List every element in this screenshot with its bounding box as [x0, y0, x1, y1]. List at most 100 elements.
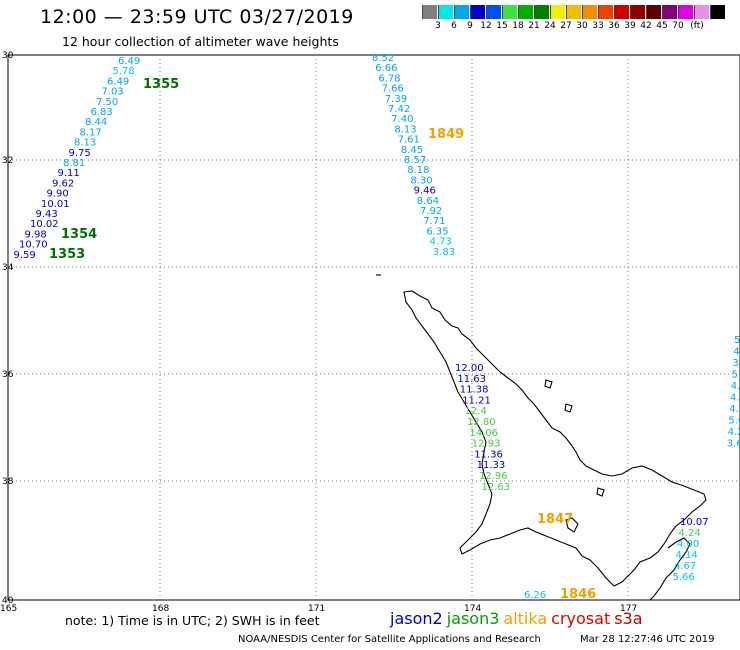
pass-labels: 1355 1354 — [61, 77, 179, 242]
wave-height-value: 9.11 — [58, 168, 80, 179]
wave-height-value: 14.06 — [469, 428, 498, 439]
wave-height-value: 8.64 — [417, 196, 439, 207]
legend-label: 6 — [451, 21, 457, 31]
legend-label: 42 — [640, 21, 652, 31]
legend-swatch — [550, 5, 565, 19]
satellite-jason3: jason3 — [446, 609, 500, 628]
lat-tick-label: 30 — [2, 51, 14, 61]
legend-swatch — [534, 5, 549, 19]
wave-height-value: 7.50 — [96, 97, 118, 108]
legend-swatch — [582, 5, 597, 19]
wave-height-value: 4.73 — [430, 237, 452, 248]
wave-height-value: 6.35 — [426, 226, 448, 237]
wave-height-value: 3.83 — [433, 247, 455, 258]
wave-height-value: 12.93 — [472, 439, 501, 450]
wave-height-value: 9.75 — [69, 148, 91, 159]
legend-swatch — [502, 5, 517, 19]
legend-swatch — [486, 5, 501, 19]
legend-swatch — [422, 5, 437, 19]
wave-height-value: 4.2 — [731, 381, 740, 392]
wave-height-value: 8.81 — [63, 158, 85, 169]
wave-height-value: 7.66 — [382, 84, 404, 95]
credit-text: NOAA/NESDIS Center for Satellite Applica… — [238, 634, 541, 645]
legend-swatch — [630, 5, 645, 19]
legend-label: 30 — [576, 21, 588, 31]
wave-height-value: 4.24 — [679, 528, 701, 539]
lon-tick-label: 171 — [308, 604, 325, 614]
wave-height-value: 12.00 — [455, 363, 484, 374]
legend-swatch — [454, 5, 469, 19]
new-zealand-coastline — [376, 274, 707, 601]
wave-height-value: 4.14 — [676, 550, 698, 561]
generated-time: Mar 28 12:27:46 UTC 2019 — [580, 634, 715, 645]
wave-height-value: 6.83 — [91, 107, 113, 118]
wave-height-value: 8.30 — [410, 175, 432, 186]
wave-height-value: 3. — [732, 358, 740, 369]
wave-height-value: 4.00 — [677, 539, 699, 550]
wave-height-value: 4.67 — [674, 561, 696, 572]
wave-height-value: 4 — [733, 347, 739, 358]
legend-swatch — [646, 5, 661, 19]
wave-height-value: 8.13 — [74, 138, 96, 149]
note-text: note: 1) Time is in UTC; 2) SWH is in fe… — [65, 613, 320, 628]
pass-number-label: 1846 — [560, 587, 596, 602]
wave-height-value: 5.68 — [728, 416, 740, 427]
legend-swatch — [598, 5, 613, 19]
wave-height-value: 11.63 — [457, 374, 486, 385]
wave-height-value: 7.61 — [398, 135, 420, 146]
pass-number-label: 1849 — [428, 127, 464, 142]
lat-tick-label: 34 — [2, 263, 14, 273]
map-frame — [7, 54, 740, 601]
wave-height-value: 8.45 — [401, 145, 423, 156]
legend-label: 70 — [672, 21, 684, 31]
wave-height-value: 7.71 — [423, 216, 445, 227]
wave-height-value: 6.49 — [107, 76, 129, 87]
wave-height-value: 8.18 — [407, 165, 429, 176]
wave-height-value: 5.2 — [732, 370, 740, 381]
wave-height-value: 9.90 — [47, 189, 69, 200]
lat-tick-label: 32 — [2, 156, 13, 166]
lon-tick-label: 168 — [152, 604, 169, 614]
satellite-legend: jason2 jason3 altika cryosat s3a — [390, 609, 647, 628]
pass-number-label: 1353 — [49, 247, 85, 262]
wave-height-value: 6.66 — [375, 63, 397, 74]
wave-height-value: 12.80 — [467, 417, 496, 428]
legend-unit: (ft) — [690, 21, 704, 31]
legend-label: 15 — [496, 21, 508, 31]
wave-height-value: 10.07 — [680, 517, 709, 528]
satellite-s3a: s3a — [614, 609, 643, 628]
wave-height-value: 12.63 — [481, 482, 510, 493]
wave-height-value: 6.78 — [378, 73, 400, 84]
legend-label: 18 — [512, 21, 524, 31]
lat-tick-label: 38 — [2, 477, 14, 487]
lat-tick-label: 36 — [2, 370, 14, 380]
wave-height-value: 11.33 — [477, 460, 506, 471]
wave-height-value: 11.36 — [474, 449, 503, 460]
wave-height-value: 7.40 — [391, 114, 413, 125]
wave-height-value: 8.57 — [404, 155, 426, 166]
lat-tick-label: 40 — [2, 596, 14, 606]
legend-label: 33 — [592, 21, 604, 31]
legend-label: 3 — [435, 21, 441, 31]
wave-height-value: 7.03 — [102, 87, 124, 98]
lon-tick-label: 165 — [0, 604, 17, 614]
wave-height-value: 7.92 — [420, 206, 442, 217]
wave-height-value: 9.46 — [414, 186, 436, 197]
pass-number-label: 1354 — [61, 227, 97, 242]
wave-height-value: 8.17 — [80, 127, 102, 138]
wave-height-value: 5 — [734, 335, 740, 346]
map-title: 12:00 — 23:59 UTC 03/27/2019 — [40, 6, 354, 28]
wave-height-value: 5.78 — [113, 66, 135, 77]
legend-label: 45 — [656, 21, 668, 31]
wave-height-value: 4.83 — [730, 393, 740, 404]
wave-height-value: 8.52 — [372, 53, 394, 64]
lon-tick-label: 174 — [464, 604, 481, 614]
wave-height-value: 3.60 — [727, 439, 740, 450]
legend-swatch — [710, 5, 725, 19]
satellite-cryosat: cryosat — [551, 609, 611, 628]
wave-height-value: 12.96 — [479, 471, 508, 482]
wave-height-value: 6.26 — [524, 590, 546, 601]
wave-height-value: 9.59 — [14, 250, 36, 261]
wave-height-value: 7.39 — [385, 94, 407, 105]
legend-swatch — [694, 5, 709, 19]
